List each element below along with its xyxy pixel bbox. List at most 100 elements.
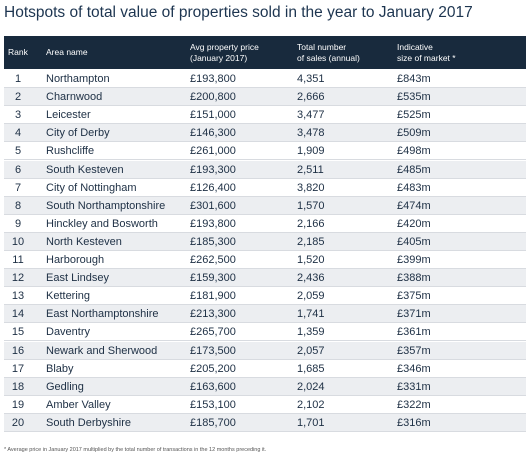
table-cell: Charnwood xyxy=(46,91,103,104)
table-cell: £525m xyxy=(397,109,431,122)
header-cell: Total number of sales (annual) xyxy=(297,42,360,64)
table-row: 18 Gedling £163,600 2,024 £331m xyxy=(4,377,526,396)
table-cell: East Lindsey xyxy=(46,272,109,285)
header-cell: Avg property price (January 2017) xyxy=(190,42,259,64)
table-cell: 2 xyxy=(14,91,22,104)
table-cell: £375m xyxy=(397,290,431,303)
table-cell: 1,701 xyxy=(297,416,325,429)
table-row: 11 Harborough £262,500 1,520 £399m xyxy=(4,251,526,269)
table-row: 10 North Kesteven £185,300 2,185 £405m xyxy=(4,232,526,251)
header-text: Rank xyxy=(8,47,28,57)
table-cell: East Northamptonshire xyxy=(46,308,159,321)
table-cell: £509m xyxy=(397,127,431,140)
table-cell: 3,820 xyxy=(297,181,325,194)
table-row: 15 Daventry £265,700 1,359 £361m xyxy=(4,323,526,342)
table-cell: 2,185 xyxy=(297,235,325,248)
table-cell: 1,570 xyxy=(297,199,325,212)
table-cell: £399m xyxy=(397,254,431,266)
table-cell: 1,909 xyxy=(297,145,325,158)
header-cell: Indicative size of market * xyxy=(397,42,456,64)
table-row: 20 South Derbyshire £185,700 1,701 £316m xyxy=(4,413,526,432)
table-cell: 15 xyxy=(11,326,25,339)
table-cell: 17 xyxy=(11,362,25,375)
table-cell: 2,102 xyxy=(297,398,325,411)
table-row: 7 City of Nottingham £126,400 3,820 £483m xyxy=(4,179,526,197)
table-cell: £153,100 xyxy=(190,398,236,411)
header-text: Indicative xyxy=(397,42,433,52)
table-cell: 1 xyxy=(14,73,22,85)
table-cell: £843m xyxy=(397,73,431,85)
table-cell: £265,700 xyxy=(190,326,236,339)
header-text: size of market * xyxy=(397,53,456,63)
header-text: of sales (annual) xyxy=(297,53,360,63)
table-cell: 20 xyxy=(11,416,25,429)
table-row: 8 South Northamptonshire £301,600 1,570 £474… xyxy=(4,196,526,215)
table-cell: Daventry xyxy=(46,326,91,339)
header-text: Area name xyxy=(46,47,88,57)
table-cell: 2,166 xyxy=(297,217,325,230)
table-cell: £173,500 xyxy=(190,344,236,357)
table-cell: £261,000 xyxy=(190,145,236,158)
table-cell: Kettering xyxy=(46,290,91,303)
table-cell: £357m xyxy=(397,344,431,357)
table-cell: £163,600 xyxy=(190,380,236,393)
table-cell: 3,478 xyxy=(297,127,325,140)
table-cell: Harborough xyxy=(46,254,105,266)
table-cell: Hinckley and Bosworth xyxy=(46,217,158,230)
table-row: 19 Amber Valley £153,100 2,102 £322m xyxy=(4,396,526,414)
table-cell: 1,520 xyxy=(297,254,325,266)
table-cell: £200,800 xyxy=(190,91,236,104)
table-cell: Amber Valley xyxy=(46,398,111,411)
table-row: 12 East Lindsey £159,300 2,436 £388m xyxy=(4,269,526,288)
header-text: Total number xyxy=(297,42,347,52)
table-cell: £213,300 xyxy=(190,308,236,321)
table-cell: 6 xyxy=(14,163,22,176)
table-row: 2 Charnwood £200,800 2,666 £535m xyxy=(4,88,526,107)
table-cell: 8 xyxy=(14,199,22,212)
header-cell: Rank xyxy=(8,47,28,58)
footnote: * Average price in January 2017 multipli… xyxy=(4,447,267,453)
table-cell: 5 xyxy=(14,145,22,158)
table-cell: 11 xyxy=(12,254,24,266)
header-cell: Area name xyxy=(46,47,88,58)
table-cell: South Kesteven xyxy=(46,163,124,176)
table-row: 6 South Kesteven £193,300 2,511 £485m xyxy=(4,160,526,179)
table-cell: £316m xyxy=(397,416,431,429)
table-cell: Gedling xyxy=(46,380,84,393)
table-row: 1 Northampton £193,800 4,351 £843m xyxy=(4,70,526,88)
header-row: Rank Area name Avg property price (January … xyxy=(4,36,526,69)
table-cell: Blaby xyxy=(46,362,74,375)
table-cell: £405m xyxy=(397,235,431,248)
table-cell: £181,900 xyxy=(190,290,236,303)
table-cell: £483m xyxy=(397,181,431,194)
table-cell: £126,400 xyxy=(190,181,236,194)
table-row: 16 Newark and Sherwood £173,500 2,057 £357m xyxy=(4,341,526,360)
table-cell: £159,300 xyxy=(190,272,236,285)
table-row: 3 Leicester £151,000 3,477 £525m xyxy=(4,106,526,125)
table-cell: 2,024 xyxy=(297,380,325,393)
table-cell: 16 xyxy=(11,344,25,357)
title: Hotspots of total value of properties so… xyxy=(4,4,473,21)
table-cell: £420m xyxy=(397,217,431,230)
table-cell: 3,477 xyxy=(297,109,325,122)
table-cell: £388m xyxy=(397,272,431,285)
table-cell: 2,059 xyxy=(297,290,325,303)
table-cell: 1,359 xyxy=(297,326,325,339)
table-cell: £535m xyxy=(397,91,431,104)
header-text: Avg property price xyxy=(190,42,259,52)
table-cell: South Derbyshire xyxy=(46,416,131,429)
table-row: 4 City of Derby £146,300 3,478 £509m xyxy=(4,124,526,143)
table-cell: Newark and Sherwood xyxy=(46,344,158,357)
table-cell: 4,351 xyxy=(297,73,325,85)
table-row: 14 East Northamptonshire £213,300 1,741 £371… xyxy=(4,305,526,324)
table-cell: 10 xyxy=(11,235,25,248)
table-row: 13 Kettering £181,900 2,059 £375m xyxy=(4,287,526,306)
table-cell: £193,300 xyxy=(190,163,236,176)
table-cell: 2,057 xyxy=(297,344,325,357)
table-cell: 13 xyxy=(11,290,25,303)
table-cell: £185,300 xyxy=(190,235,236,248)
table-cell: City of Derby xyxy=(46,127,110,140)
table-row: 9 Hinckley and Bosworth £193,800 2,166 £420m xyxy=(4,215,526,233)
table-cell: £485m xyxy=(397,163,431,176)
